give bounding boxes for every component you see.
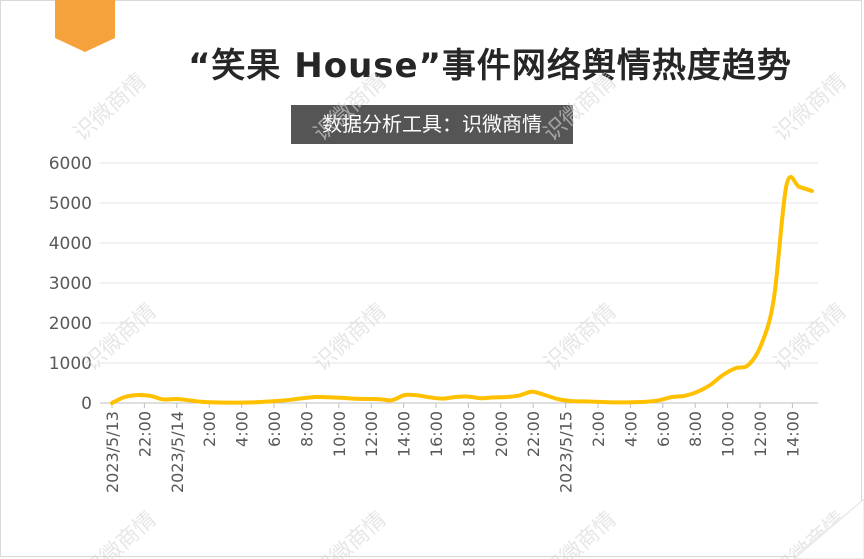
x-tick-label: 4:00 <box>621 411 640 447</box>
x-tick-label: 16:00 <box>427 411 446 457</box>
y-tick-label: 2000 <box>49 314 92 334</box>
x-tick-label: 14:00 <box>395 411 414 457</box>
chart-title: “笑果 House”事件网络舆情热度趋势 <box>188 46 792 86</box>
y-tick-label: 0 <box>81 394 92 414</box>
x-tick-label: 10:00 <box>719 411 738 457</box>
y-tick-label: 1000 <box>49 354 92 374</box>
x-tick-label: 14:00 <box>783 411 802 457</box>
x-tick-label: 2023/5/13 <box>103 411 122 493</box>
x-tick-label: 22:00 <box>524 411 543 457</box>
x-tick-label: 12:00 <box>751 411 770 457</box>
x-tick-label: 6:00 <box>654 411 673 447</box>
x-tick-label: 2023/5/14 <box>168 411 187 493</box>
y-tick-label: 4000 <box>49 234 92 254</box>
x-tick-label: 2023/5/15 <box>557 411 576 493</box>
x-tick-label: 8:00 <box>686 411 705 447</box>
y-tick-label: 3000 <box>49 274 92 294</box>
x-tick-label: 2:00 <box>200 411 219 447</box>
chart-subtitle: 数据分析工具：识微商情 <box>291 105 573 144</box>
x-tick-label: 8:00 <box>297 411 316 447</box>
x-tick-label: 18:00 <box>459 411 478 457</box>
x-tick-label: 6:00 <box>265 411 284 447</box>
x-tick-label: 22:00 <box>135 411 154 457</box>
x-tick-label: 12:00 <box>362 411 381 457</box>
page-curl-icon <box>794 499 864 559</box>
x-tick-label: 2:00 <box>589 411 608 447</box>
x-tick-label: 20:00 <box>492 411 511 457</box>
y-tick-label: 5000 <box>49 194 92 214</box>
x-tick-label: 10:00 <box>330 411 349 457</box>
corner-badge-icon <box>55 0 115 52</box>
y-tick-label: 6000 <box>49 154 92 174</box>
series-line <box>110 175 814 405</box>
x-tick-label: 4:00 <box>233 411 252 447</box>
